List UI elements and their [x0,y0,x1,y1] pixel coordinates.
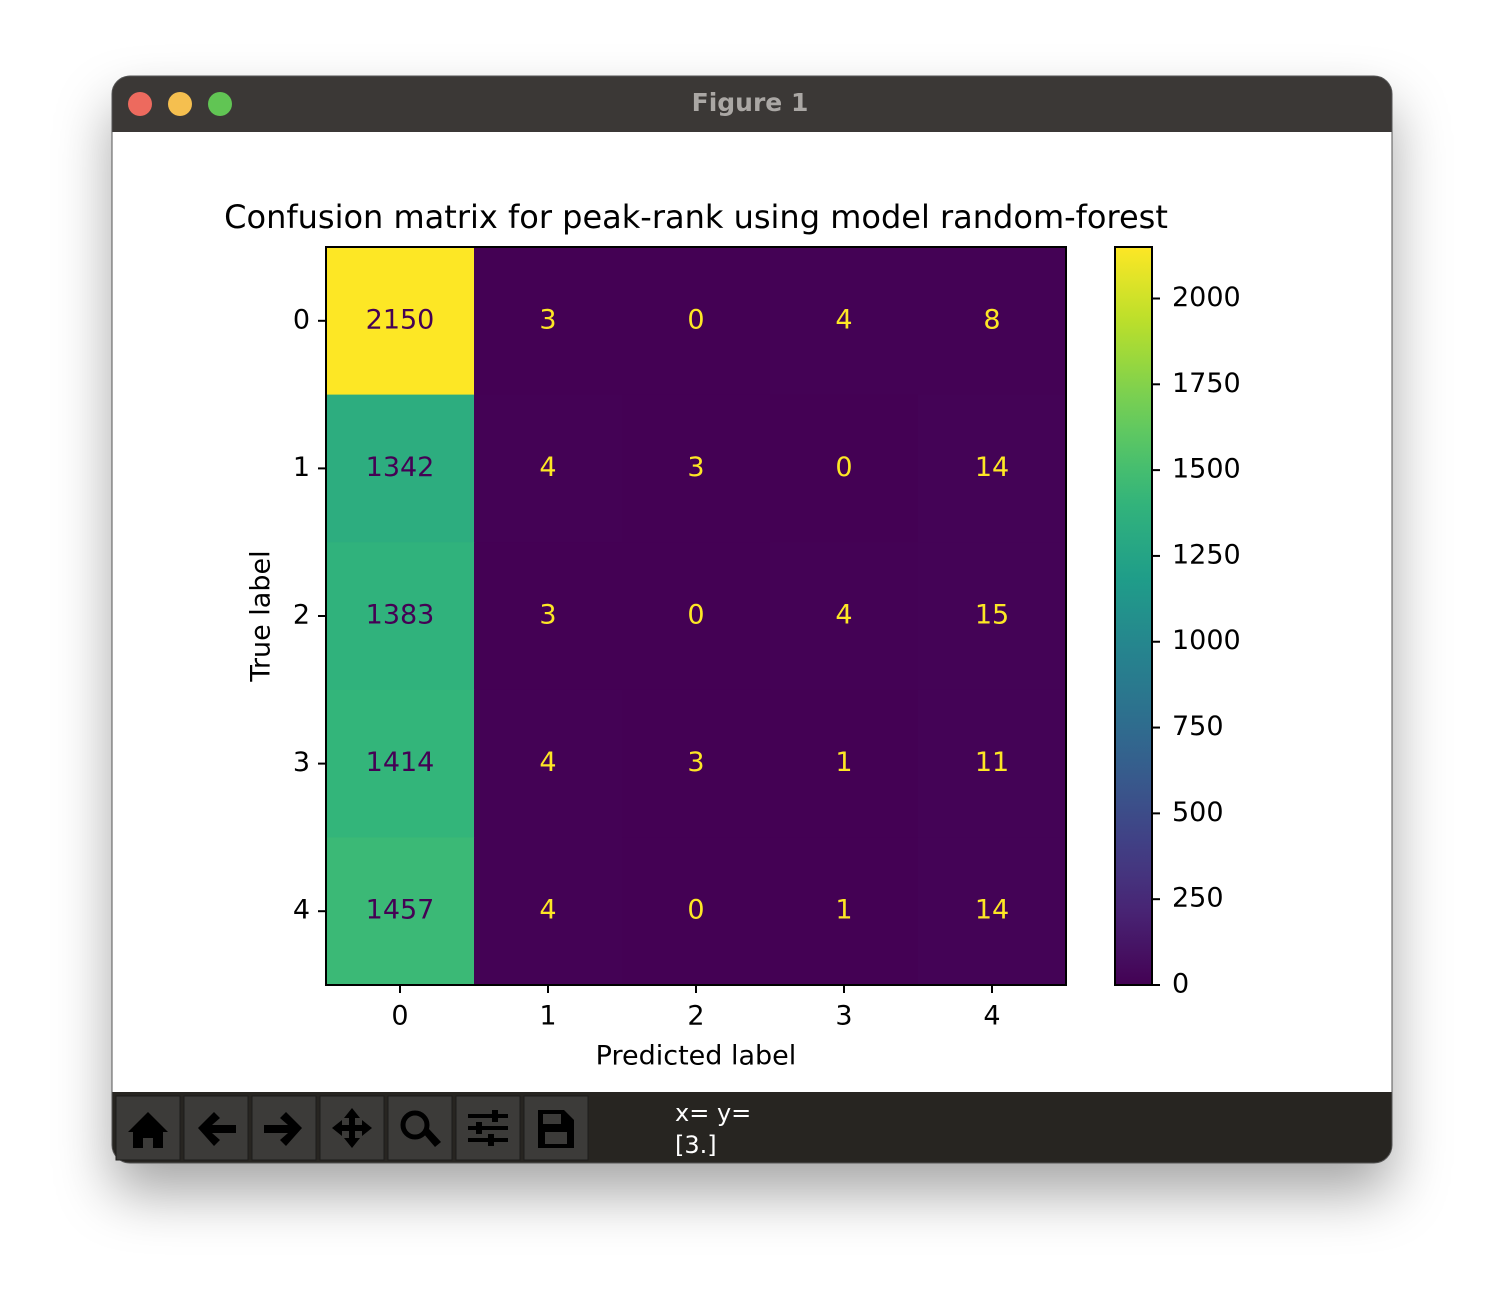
forward-button[interactable] [251,1095,317,1161]
cell-label: 4 [539,747,556,778]
colorbar-tick-label: 1000 [1172,625,1241,656]
cell-label: 1 [835,895,852,926]
y-tick-label: 2 [293,600,310,631]
heatmap-cell [326,689,475,838]
y-tick-label: 1 [293,452,310,483]
cell-label: 1383 [366,600,435,631]
cell-label: 14 [975,452,1009,483]
cell-label: 3 [687,452,704,483]
heatmap-cell [622,837,771,986]
save-button[interactable] [523,1095,589,1161]
pan-button[interactable] [319,1095,385,1161]
heatmap-cell [326,837,475,986]
heatmap-cell [326,394,475,543]
colorbar-tick-label: 500 [1172,797,1224,828]
colorbar-tick-label: 750 [1172,711,1224,742]
heatmap-cell [622,542,771,691]
title-bar [112,76,1392,132]
status-text: [3.] [675,1131,717,1159]
x-tick-label: 0 [391,1001,408,1032]
x-axis-label: Predicted label [596,1041,797,1072]
window-title: Figure 1 [692,88,809,117]
zoom-tool-button[interactable] [387,1095,453,1161]
heatmap-cell [474,247,623,396]
back-button[interactable] [183,1095,249,1161]
cell-label: 0 [687,304,704,335]
cell-label: 1457 [366,895,435,926]
heatmap-cell [770,542,919,691]
heatmap-cell [474,689,623,838]
heatmap-cell [474,837,623,986]
colorbar [1114,246,1153,986]
x-tick-label: 1 [539,1001,556,1032]
cell-label: 15 [975,600,1009,631]
cell-label: 1342 [366,452,435,483]
cell-label: 1414 [366,747,435,778]
zoom-button[interactable] [208,92,232,116]
heatmap-cell [326,542,475,691]
cell-label: 8 [983,304,1000,335]
cell-label: 3 [687,747,704,778]
x-tick-label: 4 [983,1001,1000,1032]
cell-label: 11 [975,747,1009,778]
y-axis-label: True label [246,550,277,682]
cell-label: 0 [835,452,852,483]
y-tick-label: 3 [293,747,310,778]
heatmap-cell [770,394,919,543]
close-button[interactable] [128,92,152,116]
cell-label: 0 [687,895,704,926]
minimize-button[interactable] [168,92,192,116]
configure-button[interactable] [455,1095,521,1161]
chart-title: Confusion matrix for peak-rank using mod… [224,198,1168,236]
heatmap-cell [622,247,771,396]
colorbar-tick-label: 1750 [1172,368,1241,399]
y-tick-label: 4 [293,895,310,926]
cell-label: 14 [975,895,1009,926]
heatmap-cell [474,542,623,691]
cell-label: 4 [539,895,556,926]
cell-label: 4 [835,600,852,631]
window-border [111,75,1393,1164]
cell-label: 2150 [366,304,435,335]
colorbar-tick-label: 0 [1172,969,1189,1000]
colorbar-tick-label: 250 [1172,883,1224,914]
cell-label: 3 [539,304,556,335]
heatmap-cell [326,247,475,396]
heatmap-cell [918,247,1067,396]
status-text: x= y= [675,1099,751,1127]
heatmap-cell [918,394,1067,543]
cell-label: 1 [835,747,852,778]
cell-label: 4 [835,304,852,335]
heatmap-cell [918,689,1067,838]
y-tick-label: 0 [293,304,310,335]
cell-label: 0 [687,600,704,631]
colorbar-tick-label: 1500 [1172,454,1241,485]
x-tick-label: 3 [835,1001,852,1032]
colorbar-tick-label: 2000 [1172,282,1241,313]
heatmap-cell [770,689,919,838]
home-button[interactable] [115,1095,181,1161]
heatmap-cell [770,837,919,986]
heatmap-cell [622,689,771,838]
heatmap-cell [918,837,1067,986]
heatmap-cell [622,394,771,543]
heatmap-cell [770,247,919,396]
x-tick-label: 2 [687,1001,704,1032]
cell-label: 3 [539,600,556,631]
colorbar-tick-label: 1250 [1172,539,1241,570]
heatmap-cell [918,542,1067,691]
cell-label: 4 [539,452,556,483]
heatmap-cell [474,394,623,543]
